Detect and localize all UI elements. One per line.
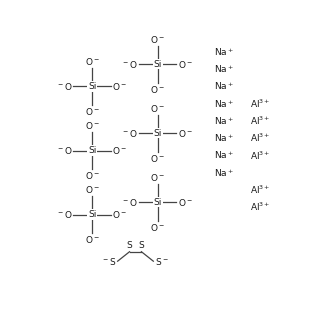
Text: Si: Si	[154, 60, 162, 69]
Text: $^-$S: $^-$S	[101, 256, 116, 267]
Text: O$^-$: O$^-$	[150, 172, 165, 182]
Text: $^-$O: $^-$O	[56, 81, 72, 92]
Text: Al$^{3+}$: Al$^{3+}$	[250, 149, 270, 162]
Text: S: S	[139, 241, 144, 250]
Text: O$^-$: O$^-$	[84, 170, 100, 181]
Text: O$^-$: O$^-$	[84, 234, 100, 245]
Text: Si: Si	[88, 210, 96, 219]
Text: O$^-$: O$^-$	[112, 145, 127, 156]
Text: $^-$O: $^-$O	[56, 209, 72, 220]
Text: O$^-$: O$^-$	[84, 120, 100, 131]
Text: O$^-$: O$^-$	[178, 128, 193, 139]
Text: Na$^+$: Na$^+$	[214, 115, 234, 127]
Text: Na$^+$: Na$^+$	[214, 132, 234, 144]
Text: $^-$O: $^-$O	[121, 128, 138, 139]
Text: O$^-$: O$^-$	[112, 209, 127, 220]
Text: Al$^{3+}$: Al$^{3+}$	[250, 132, 270, 144]
Text: S$^-$: S$^-$	[155, 256, 168, 267]
Text: Si: Si	[154, 198, 162, 207]
Text: O$^-$: O$^-$	[150, 222, 165, 233]
Text: $^-$O: $^-$O	[121, 197, 138, 208]
Text: Al$^{3+}$: Al$^{3+}$	[250, 184, 270, 196]
Text: O$^-$: O$^-$	[84, 106, 100, 117]
Text: O$^-$: O$^-$	[150, 102, 165, 114]
Text: Si: Si	[88, 82, 96, 91]
Text: Na$^+$: Na$^+$	[214, 98, 234, 109]
Text: Al$^{3+}$: Al$^{3+}$	[250, 201, 270, 213]
Text: $^-$O: $^-$O	[56, 145, 72, 156]
Text: Na$^+$: Na$^+$	[214, 46, 234, 58]
Text: Na$^+$: Na$^+$	[214, 149, 234, 161]
Text: O$^-$: O$^-$	[178, 197, 193, 208]
Text: Na$^+$: Na$^+$	[214, 167, 234, 179]
Text: Al$^{3+}$: Al$^{3+}$	[250, 98, 270, 110]
Text: S: S	[127, 241, 132, 250]
Text: O$^-$: O$^-$	[84, 184, 100, 195]
Text: $^-$O: $^-$O	[121, 59, 138, 70]
Text: Na$^+$: Na$^+$	[214, 63, 234, 75]
Text: O$^-$: O$^-$	[84, 56, 100, 67]
Text: O$^-$: O$^-$	[150, 34, 165, 44]
Text: Si: Si	[88, 146, 96, 155]
Text: O$^-$: O$^-$	[150, 84, 165, 95]
Text: O$^-$: O$^-$	[112, 81, 127, 92]
Text: Al$^{3+}$: Al$^{3+}$	[250, 115, 270, 127]
Text: O$^-$: O$^-$	[178, 59, 193, 70]
Text: Si: Si	[154, 129, 162, 138]
Text: Na$^+$: Na$^+$	[214, 81, 234, 92]
Text: O$^-$: O$^-$	[150, 153, 165, 164]
